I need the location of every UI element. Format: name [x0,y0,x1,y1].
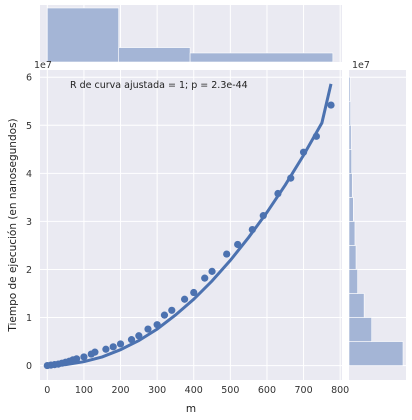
right-hist-bar [348,293,365,318]
scatter-point [144,325,152,333]
right-hist-bar [348,124,352,150]
right-hist-bar [348,76,351,102]
scatter-point [180,295,189,303]
top-hist-bar [47,7,120,63]
scatter-point [299,148,308,156]
scatter-points [43,101,335,370]
x-tick-label: 100 [75,385,93,396]
y-axis-offset-label: 1e7 [34,60,52,71]
main-plot-background [40,70,342,380]
y-tick-label: 1 [26,313,32,324]
top-hist-bar [118,47,191,63]
scatter-point [91,348,99,356]
x-axis-ticks: 0 100 200 300 400 500 600 700 800 [44,385,349,396]
y-tick-label: 3 [26,217,32,228]
x-tick-label: 600 [258,385,276,396]
scatter-point [327,101,335,109]
scatter-point [168,306,176,314]
top-marginal-histogram [47,7,334,63]
y-tick-label: 6 [26,73,32,84]
scatter-point [274,189,282,198]
x-axis-label: m [186,403,196,415]
scatter-point [201,274,209,282]
scatter-point [102,345,110,353]
x-tick-label: 400 [185,385,203,396]
scatter-point [127,336,136,344]
right-hist-bar [348,197,354,222]
top-hist-bar [189,52,334,63]
scatter-point [312,132,320,140]
scatter-point [73,355,81,363]
scatter-point [80,353,88,361]
x-tick-label: 500 [221,385,239,396]
scatter-point [248,225,256,234]
right-hist-bar [348,173,353,198]
scatter-point [287,174,295,182]
y-tick-label: 4 [26,169,32,180]
x-tick-label: 0 [44,385,50,396]
y-axis-ticks: 0 1 2 3 4 5 6 [26,73,32,372]
scatter-point [116,340,125,348]
scatter-point [223,250,231,258]
y-tick-label: 0 [26,361,32,372]
y-tick-label: 2 [26,265,32,276]
x-tick-label: 700 [294,385,312,396]
x-tick-label: 200 [111,385,129,396]
y-axis-label: Tiempo de ejecución (en nanosegundos) [7,118,19,332]
fit-annotation: R de curva ajustada = 1; p = 2.3e-44 [70,80,248,91]
scatter-point [234,240,242,249]
scatter-point [160,311,169,319]
scatter-point [259,212,267,220]
scatter-point [109,343,117,351]
right-hist-bar [348,221,356,246]
right-hist-bar [348,149,353,174]
right-hist-bar [348,269,358,294]
scatter-point [208,267,216,275]
right-hist-bar [348,341,404,366]
scatter-point [135,332,143,340]
right-hist-bar [348,100,351,126]
right-hist-bar [348,317,372,342]
x-tick-label: 300 [148,385,166,396]
scatter-point [153,321,161,329]
right-marginal-offset-label: 1e7 [352,60,370,71]
right-marginal-histogram [348,76,404,366]
scatter-point [190,288,198,297]
y-tick-label: 5 [26,121,32,132]
x-tick-label: 800 [331,385,349,396]
right-hist-bar [348,245,357,270]
